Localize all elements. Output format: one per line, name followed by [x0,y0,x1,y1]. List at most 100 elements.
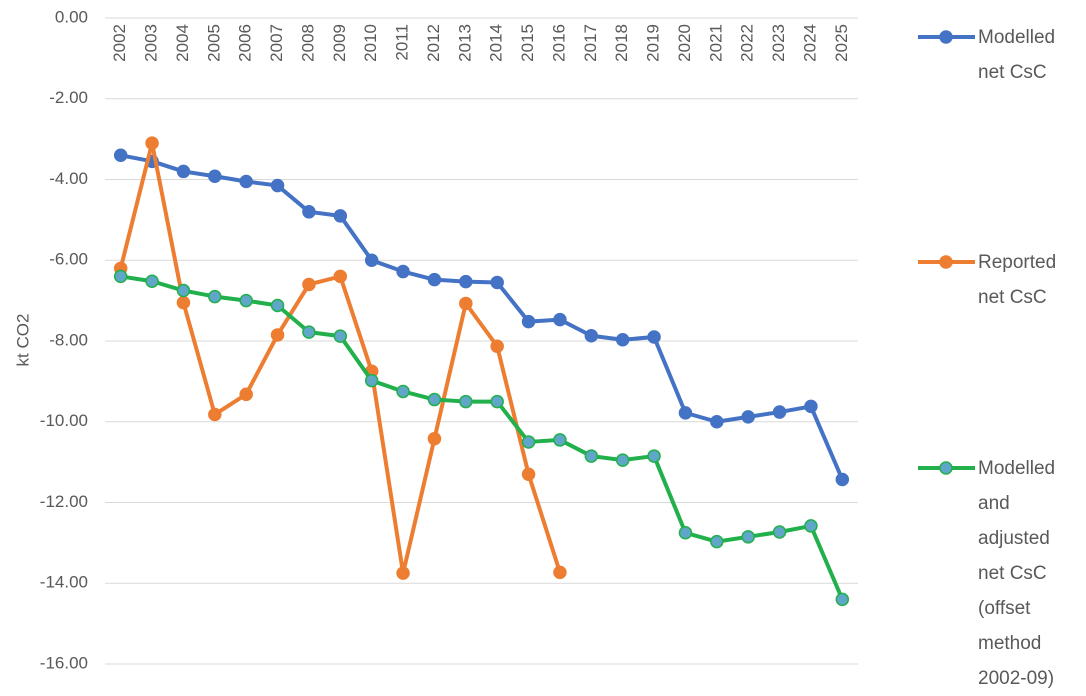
data-point [710,415,724,429]
data-point [427,272,442,287]
data-point [772,405,787,419]
x-tick-label: 2025 [832,24,851,62]
data-point [208,289,222,304]
data-point [584,329,599,343]
data-point [615,333,630,347]
x-tick-label: 2012 [424,24,443,62]
data-point [459,394,473,409]
data-point [333,329,348,343]
data-point [804,399,818,414]
x-tick-label: 2021 [706,24,725,62]
legend-label: Modelled and adjusted net CsC (offset me… [978,457,1056,689]
data-point [176,283,191,298]
data-point [584,449,599,463]
data-point [804,519,818,533]
y-tick-label: -10.00 [40,411,88,430]
data-point [553,433,567,447]
y-tick-label: 0.00 [55,7,88,26]
data-point [427,431,442,446]
x-tick-label: 2010 [361,24,380,62]
data-point [490,339,504,353]
y-tick-label: -8.00 [49,330,88,349]
x-tick-label: 2019 [644,24,663,62]
data-point [113,148,128,163]
x-tick-label: 2015 [518,24,537,62]
x-tick-label: 2023 [769,24,788,62]
data-point [459,274,473,289]
data-point [835,472,850,487]
data-point [396,566,410,580]
x-tick-label: 2013 [455,24,474,62]
data-point [553,565,567,580]
data-point [333,269,348,284]
data-point [270,178,285,193]
x-tick-label: 2011 [393,24,412,61]
data-point [459,296,473,311]
x-tick-label: 2008 [298,24,317,62]
y-tick-label: -14.00 [40,573,88,592]
data-point [208,169,222,184]
data-point [270,298,285,313]
y-axis-label: kt CO2 [13,314,32,367]
y-tick-label: -12.00 [40,492,88,511]
x-tick-label: 2024 [800,24,819,62]
data-point [364,373,379,388]
x-tick-label: 2007 [267,24,286,62]
data-point [427,392,442,407]
x-tick-label: 2006 [236,24,255,62]
x-tick-label: 2005 [204,24,223,62]
data-point [521,467,536,481]
legend-label: Modelled net CsC [978,26,1056,83]
x-tick-label: 2020 [675,24,694,62]
data-point [521,314,536,329]
data-point [302,277,316,292]
data-point [647,330,661,344]
data-point [176,164,191,179]
legend-marker [939,461,953,475]
data-point [647,449,661,463]
data-point [239,293,253,308]
y-tick-label: -6.00 [49,250,88,269]
x-tick-label: 2017 [581,24,600,62]
data-point [490,394,504,409]
data-point [835,592,850,607]
data-point [615,453,630,467]
data-point [364,253,379,267]
y-tick-label: -2.00 [49,88,88,107]
y-tick-label: -16.00 [40,653,88,672]
data-point [521,435,536,449]
legend-label: Reported net CsC [978,251,1057,308]
x-tick-label: 2014 [487,24,506,62]
data-point [302,205,316,219]
data-point [239,174,253,189]
series-line [120,153,845,481]
data-point [553,312,567,327]
y-tick-label: -4.00 [49,169,88,188]
data-point [145,274,159,288]
data-point [772,525,787,539]
data-point [678,526,693,540]
x-tick-label: 2009 [330,24,349,62]
data-point [270,328,285,342]
data-point [396,384,410,399]
data-point [176,295,191,310]
data-point [396,264,410,279]
legend-marker [939,255,953,269]
data-point [710,534,724,549]
x-tick-label: 2022 [738,24,757,62]
data-point [145,136,159,150]
data-point [333,209,348,223]
data-point [239,387,253,402]
x-tick-label: 2018 [612,24,631,62]
x-tick-label: 2004 [173,24,192,62]
data-point [208,407,222,422]
data-point [302,325,316,339]
x-tick-label: 2002 [110,24,129,62]
series-line [118,141,562,576]
data-point [113,269,128,284]
x-tick-label: 2003 [142,24,161,62]
data-point [678,406,693,420]
data-point [741,530,755,544]
page: kt CO2 0.00 -2.00 -4.00 -6.00 -8.00 -10.00 -12… [13,7,1057,689]
chart: kt CO2 0.00 -2.00 -4.00 -6.00 -8.00 -10.00 -12… [13,7,975,672]
